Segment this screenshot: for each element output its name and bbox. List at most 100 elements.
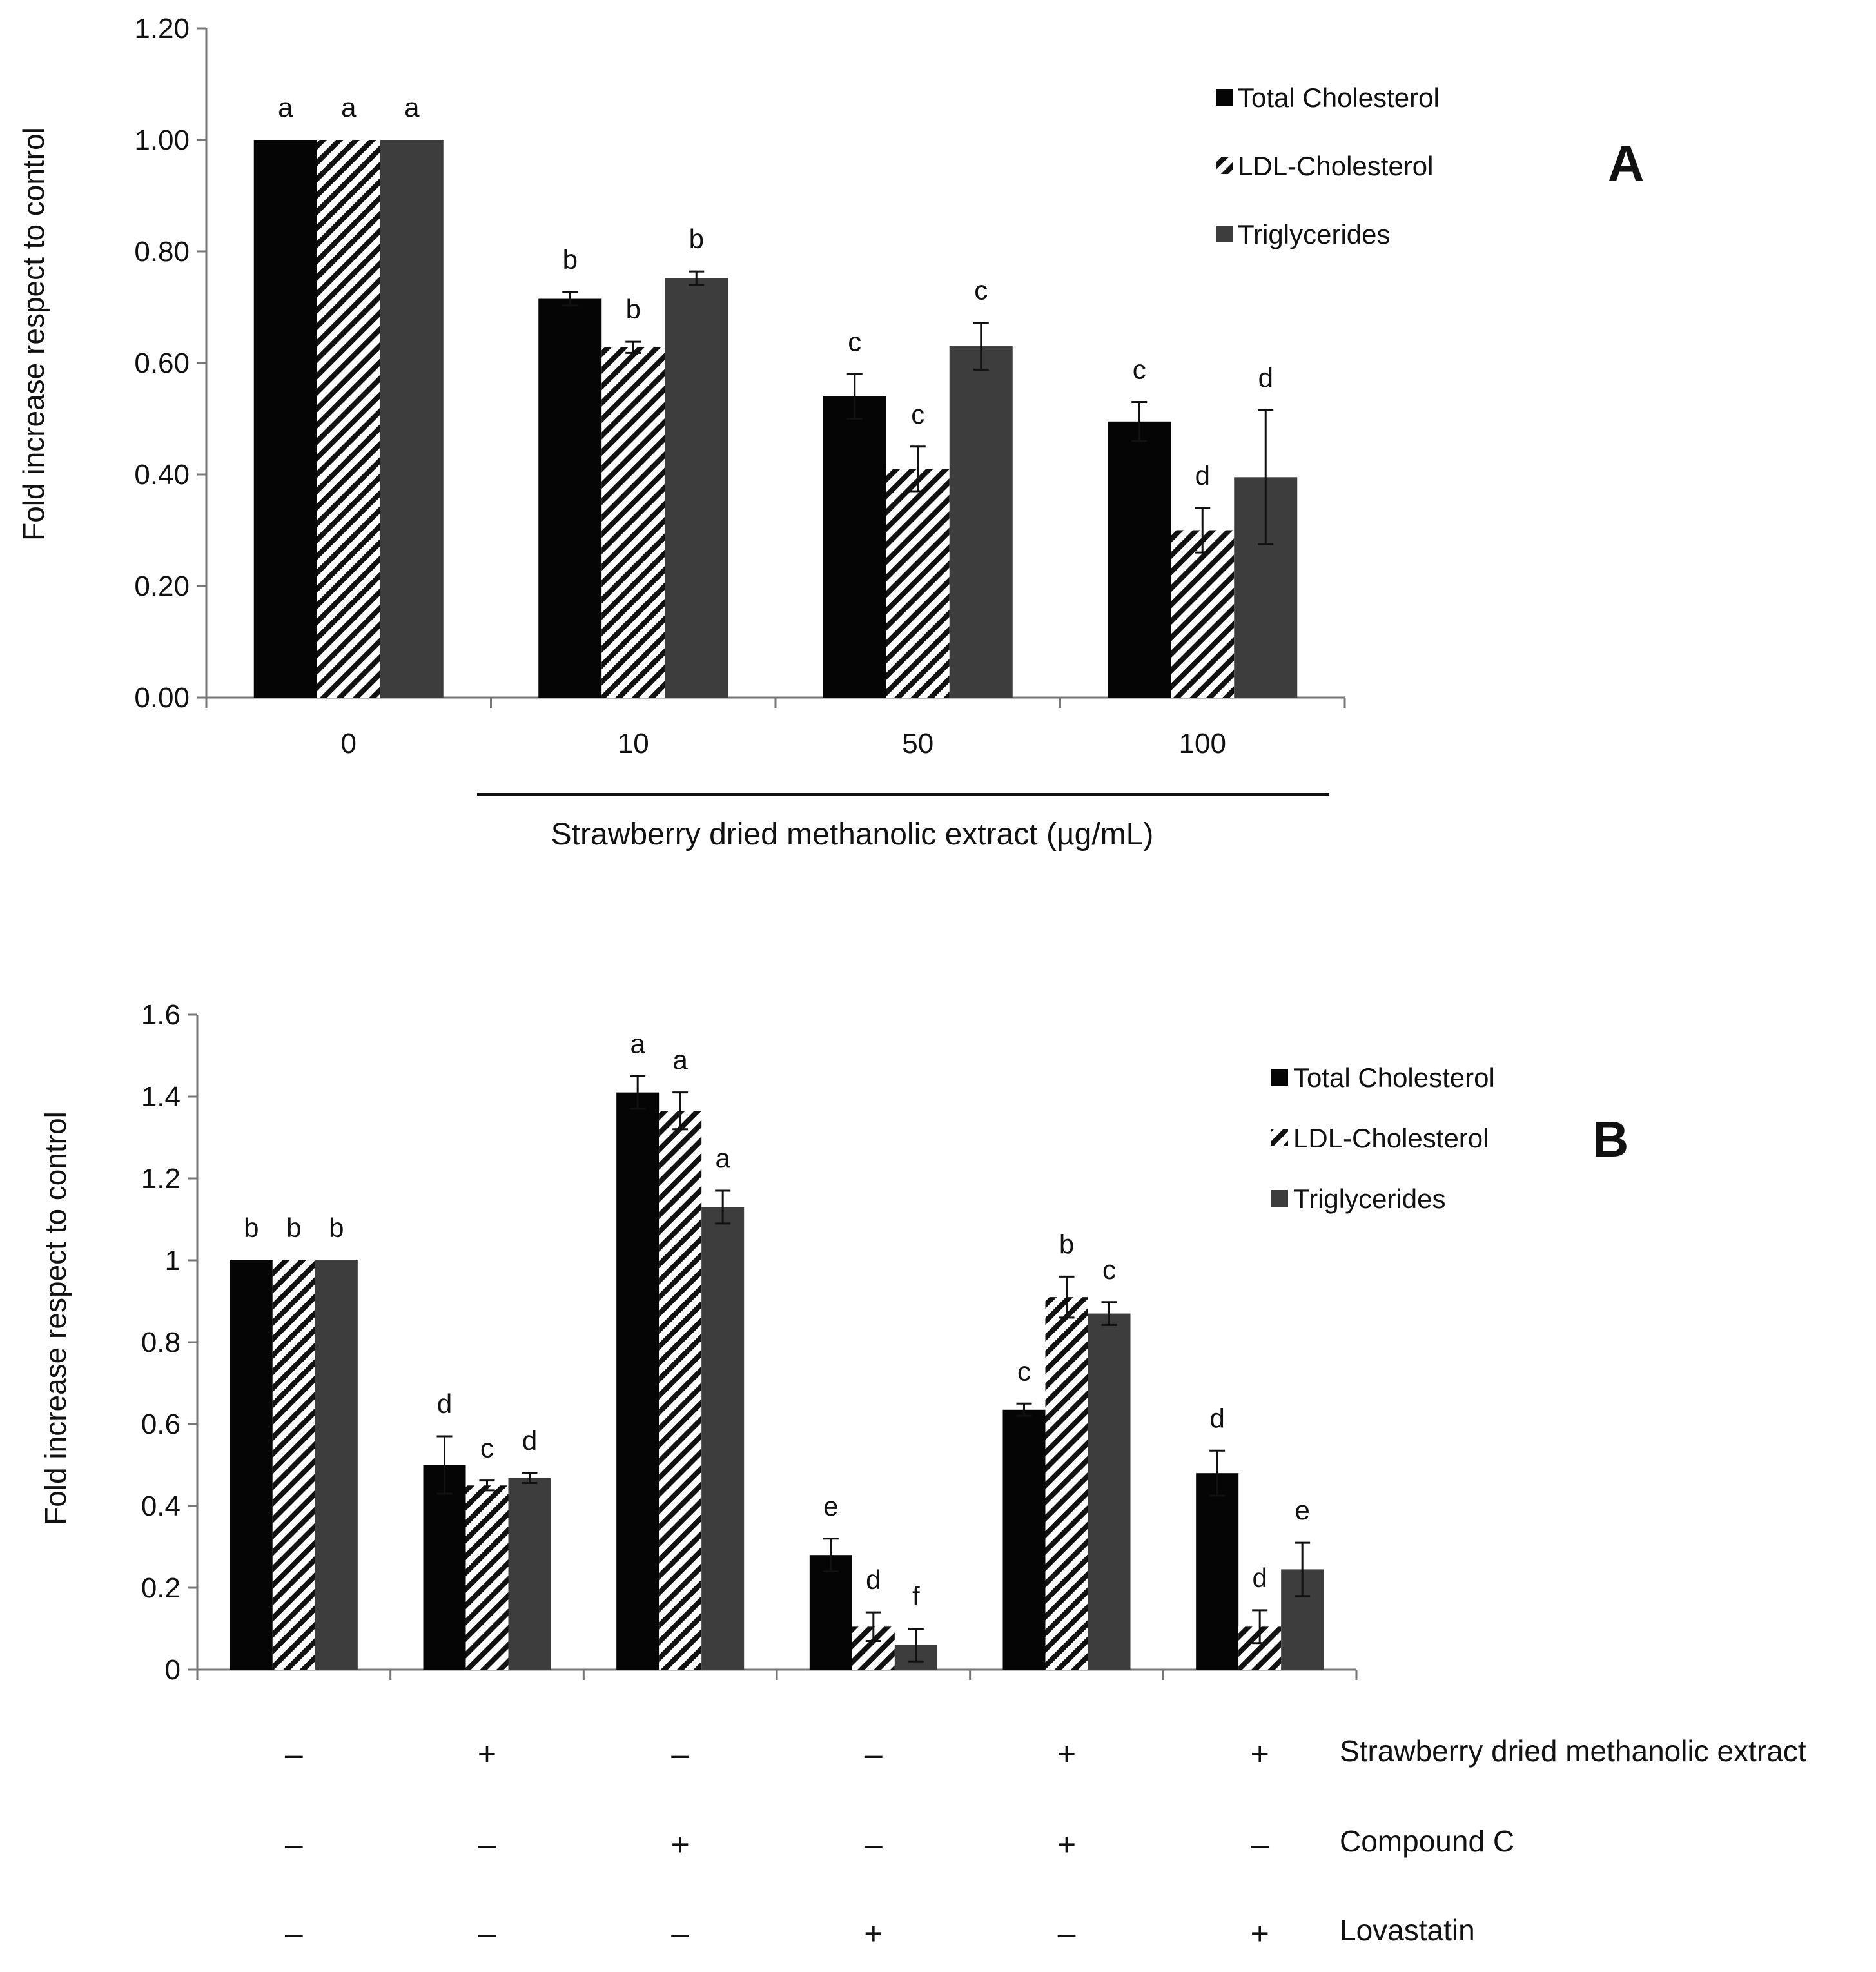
panel-b-bar-ldl-cholesterol-1: [272, 1260, 315, 1670]
panel-b-bar-triglycerides-2: [508, 1478, 551, 1670]
panel-a-plot-area: 0.00 0.20 0.40 0.60 0.80 1.00 1.20 a a a 0 b b b 10 c c c…: [134, 13, 1346, 759]
panel-b-label: B: [1592, 1111, 1628, 1167]
panel-b-bar-ldl-cholesterol-2: [465, 1485, 509, 1670]
panel-a-significance-letter: b: [689, 224, 704, 254]
panel-b-significance-letter: f: [912, 1581, 920, 1612]
panel-a-significance-letter: b: [626, 294, 641, 324]
panel-b-significance-letter: b: [329, 1213, 344, 1243]
panel-a-bar-total-cholesterol-1: [253, 140, 317, 698]
panel-b-bar-ldl-cholesterol-5: [1045, 1297, 1088, 1670]
panel-a-significance-letter: a: [341, 92, 357, 122]
panel-a-bar-total-cholesterol-2: [538, 298, 602, 698]
panel-b-condition-sign: –: [285, 1826, 303, 1862]
panel-b-significance-letter: a: [630, 1028, 645, 1059]
panel-b-y-tick-label: 1.6: [141, 999, 181, 1031]
panel-a-bar-triglycerides-1: [380, 140, 444, 698]
panel-a-significance-letter: c: [974, 275, 988, 306]
panel-b-bar-ldl-cholesterol-3: [659, 1111, 702, 1670]
panel-b-bar-triglycerides-3: [701, 1207, 745, 1670]
panel-b-condition-sign: –: [865, 1826, 883, 1862]
panel-b-significance-letter: c: [1102, 1254, 1116, 1285]
panel-a-legend-swatch-ldl-cholesterol: [1216, 157, 1233, 174]
panel-a-bar-ldl-cholesterol-4: [1171, 530, 1235, 698]
panel-b-significance-letter: c: [480, 1433, 494, 1463]
panel-b-condition-sign: –: [285, 1915, 303, 1951]
panel-a-y-tick-label: 0.40: [134, 459, 190, 491]
panel-b-y-tick-label: 0.6: [141, 1409, 181, 1440]
panel-a-y-axis-label: Fold increase respect to control: [17, 127, 50, 541]
panel-b-y-tick-label: 1.2: [141, 1163, 181, 1195]
panel-a-significance-letter: b: [563, 244, 578, 275]
panel-b-significance-letter: a: [672, 1045, 688, 1075]
panel-a-y-tick-label: 0.20: [134, 571, 190, 602]
panel-a-bar-total-cholesterol-4: [1108, 421, 1171, 698]
panel-a-significance-letter: c: [911, 399, 924, 429]
panel-b-condition-sign: +: [1251, 1736, 1269, 1772]
panel-b-condition-sign: –: [1058, 1915, 1076, 1951]
panel-b-condition-label-compound-c: Compound C: [1340, 1824, 1514, 1858]
panel-b-significance-letter: d: [1209, 1403, 1224, 1433]
panel-a-significance-letter: c: [848, 326, 861, 356]
panel-a-bar-ldl-cholesterol-2: [601, 347, 665, 698]
panel-a-chart: A Fold increase respect to control Straw…: [17, 13, 1644, 852]
panel-b-bar-total-cholesterol-3: [616, 1092, 660, 1670]
panel-b-significance-letter: d: [1252, 1563, 1267, 1593]
panel-b-bar-total-cholesterol-1: [230, 1260, 273, 1670]
panel-b-bar-total-cholesterol-4: [809, 1555, 852, 1670]
panel-b-condition-sign: +: [1057, 1736, 1076, 1772]
panel-a-y-tick-label: 0.60: [134, 347, 190, 379]
panel-a-x-tick-label: 50: [902, 728, 933, 759]
panel-b-y-tick-label: 0.4: [141, 1490, 181, 1522]
panel-b-condition-sign: –: [285, 1736, 303, 1772]
panel-b-y-tick-label: 0.2: [141, 1572, 181, 1604]
panel-b-condition-sign: –: [1251, 1826, 1269, 1862]
panel-b-legend-label-triglycerides: Triglycerides: [1293, 1184, 1446, 1214]
panel-b-bar-triglycerides-1: [315, 1260, 358, 1670]
panel-a-x-tick-label: 100: [1179, 728, 1226, 759]
panel-b-significance-letter: d: [866, 1565, 881, 1595]
panel-a-significance-letter: a: [404, 92, 420, 122]
panel-b-condition-sign: –: [478, 1826, 496, 1862]
panel-a-y-tick-label: 0.00: [134, 682, 190, 714]
panel-b-plot-area: 00.20.40.60.811.21.41.6b b bdc daaaedfcbcdd…: [141, 999, 1358, 1686]
panel-b-condition-sign: +: [478, 1736, 496, 1772]
panel-a-significance-letter: a: [278, 92, 293, 122]
panel-b-condition-sign: +: [1251, 1915, 1269, 1951]
panel-b-y-tick-label: 0.8: [141, 1327, 181, 1358]
panel-b-significance-letter: c: [1017, 1356, 1031, 1386]
panel-b-legend-swatch-total-cholesterol: [1271, 1069, 1288, 1086]
panel-b-significance-letter: b: [244, 1213, 259, 1243]
panel-a-legend-swatch-total-cholesterol: [1216, 89, 1233, 106]
panel-a-significance-letter: d: [1258, 363, 1273, 393]
panel-b-legend-label-ldl-cholesterol: LDL-Cholesterol: [1293, 1123, 1489, 1153]
panel-b-y-axis-label: Fold increase respect to control: [39, 1111, 72, 1525]
panel-a-y-tick-label: 1.20: [134, 13, 190, 44]
panel-b-condition-sign: –: [478, 1915, 496, 1951]
panel-b-condition-sign: +: [671, 1826, 690, 1862]
panel-b-condition-sign: –: [671, 1736, 689, 1772]
panel-a-x-tick-label: 10: [618, 728, 649, 759]
panel-a-x-tick-label: 0: [341, 728, 357, 759]
panel-b-significance-letter: a: [715, 1143, 730, 1173]
panel-b-condition-label-lovastatin: Lovastatin: [1340, 1913, 1475, 1947]
panel-a-bar-triglycerides-3: [949, 346, 1013, 698]
panel-a-legend-label-total-cholesterol: Total Cholesterol: [1238, 83, 1440, 113]
panel-b-significance-letter: e: [823, 1491, 838, 1521]
panel-a-y-tick-label: 1.00: [134, 124, 190, 156]
panel-b-condition-table: – + – – + + Strawberry dried methanolic extrac…: [285, 1734, 1806, 1951]
panel-a-bar-total-cholesterol-3: [823, 396, 886, 698]
panel-b-significance-letter: b: [286, 1213, 301, 1243]
panel-b-significance-letter: d: [437, 1389, 452, 1419]
panel-a-bar-ldl-cholesterol-3: [886, 469, 950, 698]
panel-a-significance-letter: d: [1195, 460, 1210, 491]
panel-b-condition-sign: +: [1057, 1826, 1076, 1862]
panel-b-legend-label-total-cholesterol: Total Cholesterol: [1293, 1062, 1495, 1093]
panel-b-condition-sign: +: [864, 1915, 883, 1951]
panel-a-legend-label-ldl-cholesterol: LDL-Cholesterol: [1238, 151, 1433, 181]
panel-b-legend-swatch-triglycerides: [1271, 1190, 1288, 1207]
panel-b-bar-total-cholesterol-5: [1002, 1409, 1046, 1670]
panel-b-y-tick-label: 0: [165, 1654, 181, 1686]
panel-b-legend: Total Cholesterol LDL-Cholesterol Triglyce…: [1271, 1062, 1495, 1214]
panel-a-x-axis-label: Strawberry dried methanolic extract (µg/…: [551, 817, 1154, 852]
